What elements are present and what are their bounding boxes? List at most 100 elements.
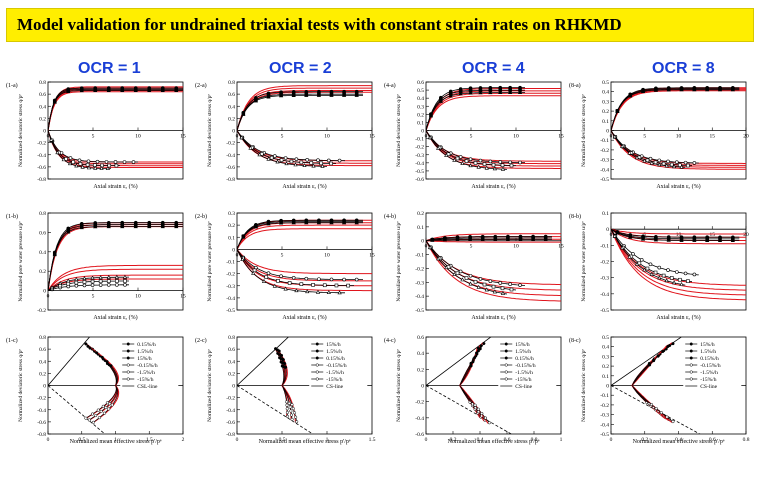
y-tick-label: 0.4 bbox=[417, 351, 424, 357]
x-tick-label: 5 bbox=[643, 134, 646, 140]
data-series bbox=[611, 228, 740, 241]
data-point bbox=[252, 268, 257, 273]
data-point bbox=[666, 87, 671, 92]
data-point bbox=[642, 158, 647, 163]
data-path bbox=[631, 385, 674, 422]
data-point bbox=[311, 283, 315, 287]
data-point bbox=[305, 158, 310, 162]
data-point bbox=[285, 410, 289, 415]
y-tick-label: -0.5 bbox=[415, 308, 424, 314]
data-point bbox=[316, 92, 321, 97]
data-point bbox=[106, 283, 111, 287]
y-tick-label: 0.3 bbox=[228, 211, 235, 217]
data-point bbox=[133, 88, 138, 92]
x-tick-label: 1.5 bbox=[146, 437, 153, 443]
y-tick-label: 0.2 bbox=[39, 371, 46, 377]
data-point bbox=[476, 407, 480, 411]
x-tick-label: 5 bbox=[92, 294, 95, 300]
y-axis-label: Normalized deviatoric stress q/pᵉ bbox=[396, 349, 402, 422]
data-point bbox=[468, 157, 473, 161]
data-point bbox=[612, 134, 617, 139]
y-tick-label: -0.6 bbox=[226, 420, 235, 426]
data-point bbox=[517, 90, 523, 95]
y-tick-label: 0.6 bbox=[417, 335, 424, 341]
x-tick-label: 0.8 bbox=[743, 437, 750, 443]
y-tick-label: -0.6 bbox=[37, 165, 46, 171]
legend-entry: 1.5%/h bbox=[326, 349, 342, 355]
panel-id: (8-a) bbox=[569, 82, 581, 89]
panel-id: (1-c) bbox=[6, 337, 18, 344]
ocr-8-header: OCR = 8 bbox=[652, 60, 715, 77]
model-curve bbox=[237, 249, 372, 275]
x-tick-label: 10 bbox=[676, 232, 682, 238]
plot-4-a: -0.6-0.5-0.4-0.3-0.2-0.100.10.20.30.40.5… bbox=[384, 80, 564, 190]
data-series bbox=[237, 221, 363, 250]
legend-marker bbox=[126, 349, 130, 353]
data-point bbox=[86, 165, 92, 170]
data-point bbox=[304, 92, 309, 97]
y-tick-label: -0.2 bbox=[415, 400, 424, 406]
plot-area bbox=[48, 86, 183, 171]
data-point bbox=[665, 415, 669, 419]
x-tick-label: 5 bbox=[92, 134, 95, 140]
x-tick-label: 10 bbox=[676, 134, 682, 140]
y-tick-label: -0.1 bbox=[600, 243, 609, 249]
legend-entry: -1.5%/h bbox=[515, 370, 533, 376]
data-point bbox=[452, 272, 457, 276]
data-series bbox=[48, 222, 183, 291]
data-point bbox=[468, 90, 473, 95]
data-series bbox=[48, 226, 183, 291]
y-tick-label: 0.2 bbox=[602, 364, 609, 370]
data-path bbox=[459, 385, 490, 423]
data-point bbox=[266, 221, 271, 226]
data-point bbox=[55, 150, 60, 155]
model-curve bbox=[426, 95, 561, 131]
data-point bbox=[648, 262, 653, 267]
x-tick-label: 0 bbox=[236, 252, 239, 258]
data-path bbox=[89, 385, 118, 421]
data-point bbox=[479, 344, 483, 348]
data-point bbox=[290, 417, 294, 421]
data-point bbox=[174, 224, 179, 229]
data-point bbox=[678, 277, 682, 282]
data-point bbox=[679, 237, 684, 242]
legend-marker bbox=[126, 363, 130, 367]
data-point bbox=[669, 276, 674, 280]
legend-entry: 15%/h bbox=[700, 342, 715, 348]
legend-entry: -1.5%/h bbox=[700, 370, 718, 376]
y-tick-label: -0.1 bbox=[415, 253, 424, 259]
data-point bbox=[272, 154, 277, 158]
y-axis-label: Normalized deviatoric stress q/pᵉ bbox=[581, 349, 587, 422]
y-tick-label: 0.8 bbox=[228, 335, 235, 341]
data-point bbox=[114, 163, 119, 168]
data-point bbox=[482, 282, 487, 287]
data-point bbox=[671, 420, 675, 424]
y-axis-label: Normalized deviatoric stress q/pᵉ bbox=[18, 349, 24, 422]
plot-2-c: -0.8 -0.6 -0.4 -0.2 0 0.2 0.4 0.6 0.8 0 0.5 1 1.5 (2-… bbox=[195, 335, 376, 445]
data-point bbox=[291, 220, 296, 225]
data-point bbox=[469, 364, 473, 368]
data-point bbox=[287, 401, 291, 405]
data-point bbox=[66, 229, 71, 234]
plot-1-b: -0.2 0 0.2 0.4 0.6 0.8 0 5 10 15 (1-b) Axial strain… bbox=[6, 211, 186, 321]
legend-entry: 0.15%/h bbox=[326, 356, 345, 362]
data-point bbox=[315, 289, 321, 294]
data-point bbox=[90, 275, 95, 280]
plot-2-a: -0.8-0.6-0.4-0.200.20.40.60.80 5 10 15(2-a)… bbox=[195, 80, 375, 190]
data-point bbox=[342, 220, 347, 225]
y-axis-label: Normalized deviatoric stress q/pᵉ bbox=[207, 349, 213, 422]
y-tick-label: -0.8 bbox=[37, 177, 46, 183]
x-tick-label: 0.5 bbox=[78, 437, 85, 443]
data-point bbox=[52, 252, 57, 257]
data-point bbox=[500, 163, 505, 168]
plot-1-c: -0.8 -0.6 -0.4 -0.2 0 0.2 0.4 0.6 0.8 0 0.5 1 1.5 2 (1… bbox=[6, 335, 185, 445]
panel-id: (2-c) bbox=[195, 337, 207, 344]
data-point bbox=[491, 162, 496, 167]
data-point bbox=[120, 88, 125, 92]
data-point bbox=[468, 163, 473, 168]
y-tick-label: -0.4 bbox=[600, 292, 609, 298]
y-tick-label: -0.2 bbox=[226, 141, 235, 147]
y-tick-label: 0.4 bbox=[228, 359, 235, 365]
legend-marker bbox=[126, 342, 130, 346]
x-tick-label: 0.6 bbox=[504, 437, 511, 443]
